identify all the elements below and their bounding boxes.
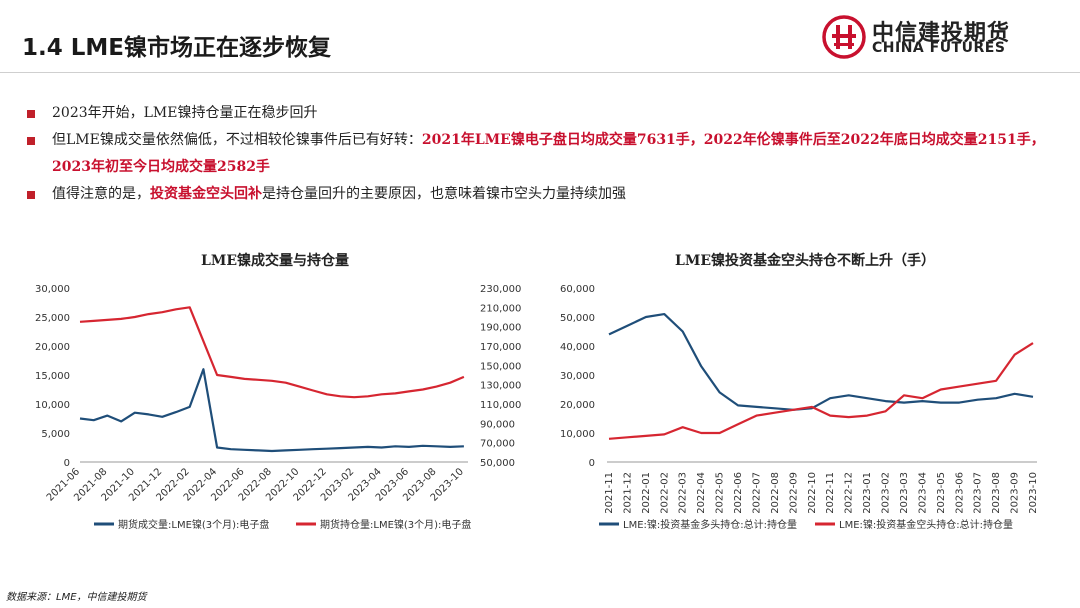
x-tick-label: 2023-05 (936, 472, 947, 514)
logo-mark-icon (822, 15, 866, 59)
y-right-tick-label: 90,000 (480, 419, 515, 430)
bullet-item: 值得注意的是，投资基金空头回补是持仓量回升的主要原因，也意味着镍市空头力量持续加… (26, 181, 1066, 208)
bullet-text: 是持仓量回升的主要原因，也意味着镍市空头力量持续加强 (262, 186, 626, 202)
x-tick-label: 2023-04 (917, 472, 928, 514)
x-tick-label: 2023-01 (862, 472, 873, 514)
y-right-tick-label: 230,000 (480, 284, 521, 295)
bullet-item: 但LME镍成交量依然偏低，不过相较伦镍事件后已有好转：2021年LME镍电子盘日… (26, 127, 1066, 181)
y-right-tick-label: 210,000 (480, 303, 521, 314)
y-tick-label: 20,000 (560, 400, 595, 411)
y-right-tick-label: 50,000 (480, 458, 515, 469)
y-tick-label: 10,000 (560, 429, 595, 440)
company-logo: 中信建投期货 CHINA FUTURES (822, 14, 1072, 60)
x-tick-label: 2022-06 (733, 472, 744, 514)
series-line (608, 342, 1034, 440)
chart-volume-open-interest: LME镍成交量与持仓量 0 5,000 10,000 15,000 20,000 25,0… (20, 240, 530, 540)
chart-title: LME镍投资基金空头持仓不断上升（手） (674, 253, 935, 269)
y-right-tick-label: 190,000 (480, 323, 521, 334)
x-tick-label: 2021-12 (622, 472, 633, 514)
logo-cn-text: 中信建投期货 (872, 21, 1011, 46)
legend-label: 期货成交量:LME镍(3个月):电子盘 (118, 518, 269, 531)
x-tick-label: 2022-05 (715, 472, 726, 514)
x-tick-label: 2022-10 (807, 472, 818, 514)
x-tick-label: 2022-08 (770, 472, 781, 514)
series-line (608, 312, 1034, 411)
legend-label: 期货持仓量:LME镍(3个月):电子盘 (320, 518, 471, 531)
x-tick-label: 2022-11 (825, 472, 836, 514)
y-tick-label: 40,000 (560, 342, 595, 353)
bullet-text: 值得注意的是， (52, 186, 150, 202)
y-left-tick-label: 10,000 (35, 400, 70, 411)
x-tick-label: 2022-03 (678, 472, 689, 514)
x-tick-label: 2021-11 (604, 472, 615, 514)
source-note: 数据来源：LME，中信建投期货 (6, 592, 147, 603)
x-tick-label: 2022-09 (788, 472, 799, 514)
y-left-tick-label: 25,000 (35, 313, 70, 324)
chart-fund-positions-plot: 0 10,000 20,000 30,000 40,000 50,000 60,000 202… (560, 284, 1039, 531)
x-tick-label: 2023-08 (991, 472, 1002, 514)
x-tick-label: 2022-12 (844, 472, 855, 514)
y-right-tick-label: 70,000 (480, 439, 515, 450)
chart-volume-open-interest-plot: 0 5,000 10,000 15,000 20,000 25,000 30,000 50,0… (35, 284, 521, 531)
y-left-tick-label: 15,000 (35, 371, 70, 382)
legend-label: LME:镍:投资基金空头持仓:总计:持仓量 (839, 518, 1013, 531)
bullet-text: 2023年开始，LME镍持仓量正在稳步回升 (52, 105, 318, 121)
y-left-tick-label: 5,000 (41, 429, 70, 440)
x-tick-label: 2022-02 (659, 472, 670, 514)
x-tick-label: 2023-02 (881, 472, 892, 514)
y-left-tick-label: 20,000 (35, 342, 70, 353)
bullet-square-icon (27, 137, 35, 145)
x-tick-label: 2023-10 (1028, 472, 1039, 514)
y-left-tick-label: 30,000 (35, 284, 70, 295)
x-tick-label: 2023-07 (973, 472, 984, 514)
bullet-highlight: 投资基金空头回补 (150, 186, 262, 202)
y-left-tick-label: 0 (64, 458, 70, 469)
y-tick-label: 30,000 (560, 371, 595, 382)
page-title: 1.4 LME镍市场正在逐步恢复 (22, 35, 332, 61)
chart-fund-positions: LME镍投资基金空头持仓不断上升（手） 0 10,000 20,000 30,000 4… (545, 240, 1065, 540)
bullet-square-icon (27, 110, 35, 118)
x-tick-label: 2022-04 (696, 472, 707, 514)
bullet-list: 2023年开始，LME镍持仓量正在稳步回升 但LME镍成交量依然偏低，不过相较伦… (26, 100, 1066, 208)
series-line (79, 306, 465, 399)
header-divider (0, 72, 1080, 73)
y-tick-label: 60,000 (560, 284, 595, 295)
y-right-tick-label: 110,000 (480, 400, 521, 411)
logo-en-text: CHINA FUTURES (872, 40, 1006, 56)
y-tick-label: 0 (589, 458, 595, 469)
series-line (79, 368, 464, 453)
x-tick-label: 2022-01 (641, 472, 652, 514)
bullet-highlight: 2021年LME镍电子盘日均成交量7631手，2022年伦镍事件后至2022年底… (52, 132, 1045, 175)
x-tick-label: 2022-07 (751, 472, 762, 514)
x-tick-label: 2023-03 (899, 472, 910, 514)
x-tick-label: 2023-09 (1010, 472, 1021, 514)
bullet-text: 但LME镍成交量依然偏低，不过相较伦镍事件后已有好转： (52, 132, 422, 148)
y-tick-label: 50,000 (560, 313, 595, 324)
bullet-item: 2023年开始，LME镍持仓量正在稳步回升 (26, 100, 1066, 127)
legend-label: LME:镍:投资基金多头持仓:总计:持仓量 (623, 518, 797, 531)
chart-title: LME镍成交量与持仓量 (200, 253, 349, 269)
y-right-tick-label: 150,000 (480, 361, 521, 372)
bullet-square-icon (27, 191, 35, 199)
y-right-tick-label: 170,000 (480, 342, 521, 353)
x-tick-label: 2023-06 (954, 472, 965, 514)
y-right-tick-label: 130,000 (480, 381, 521, 392)
